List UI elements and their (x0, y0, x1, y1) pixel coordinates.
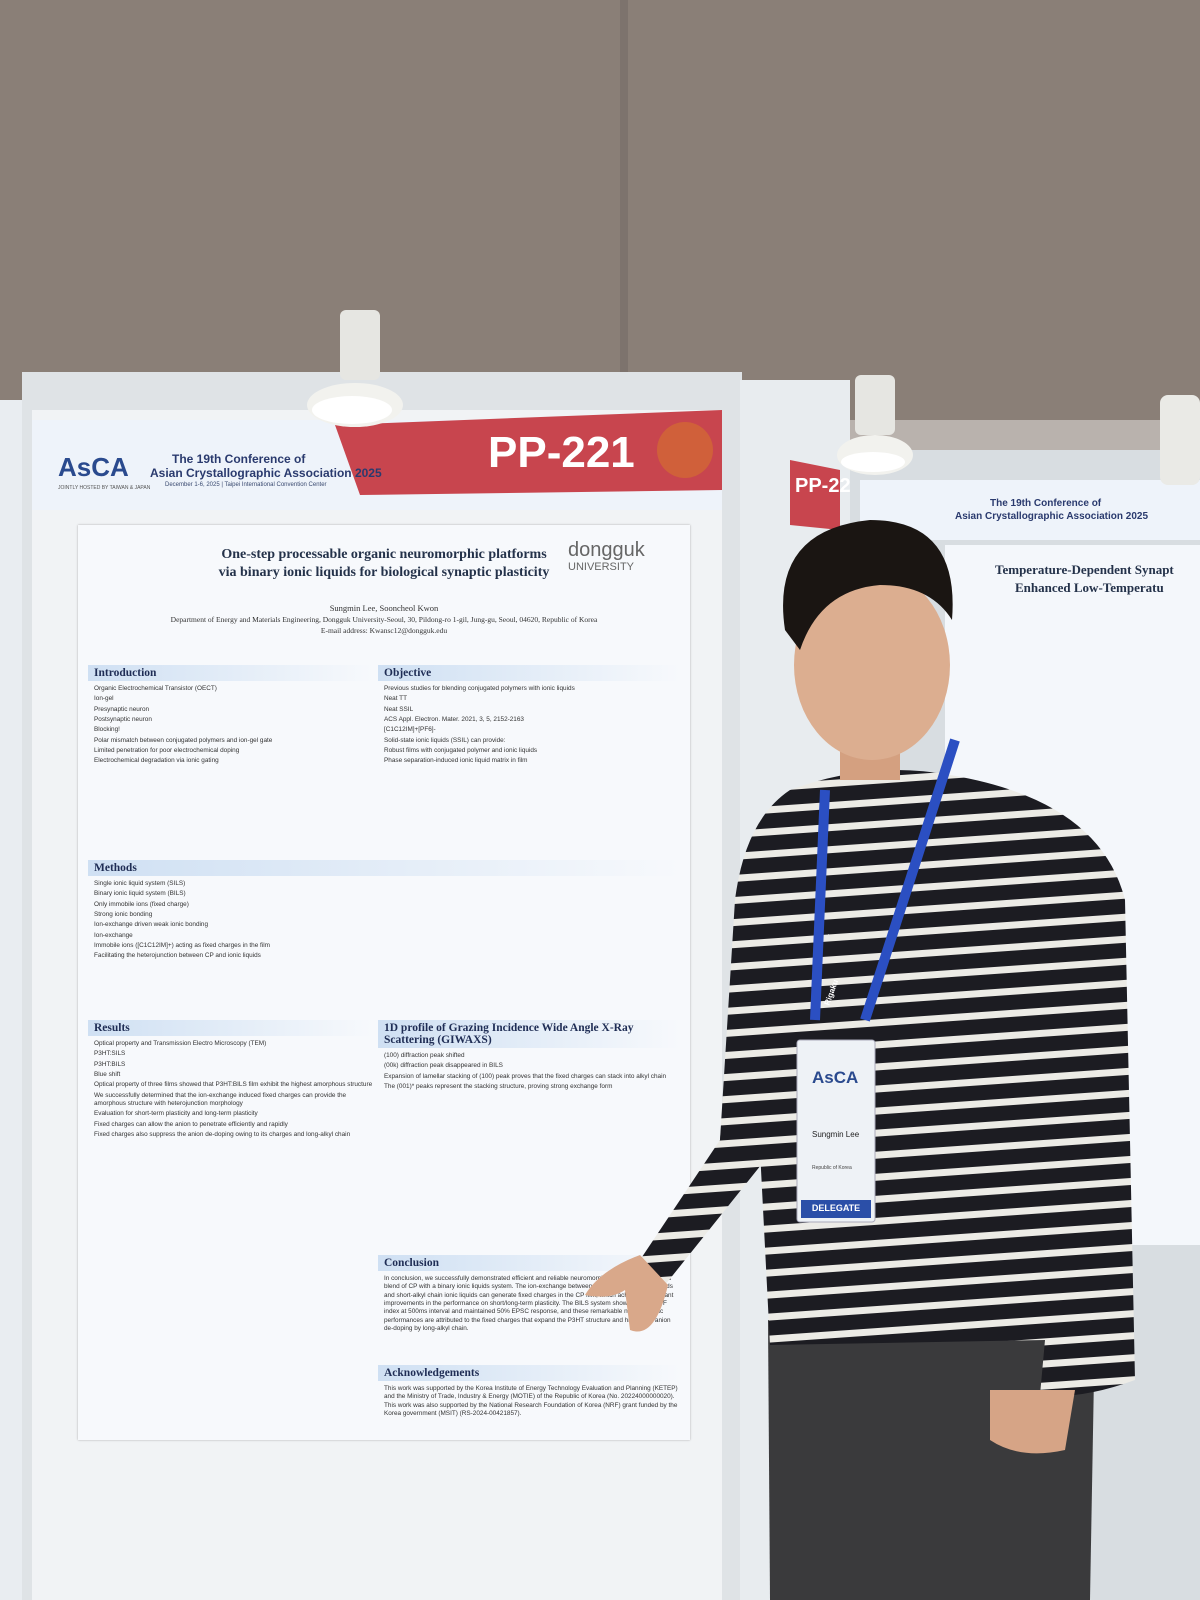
poster-section: Introduction Organic Electrochemical Tran… (88, 665, 373, 850)
section-text: [C1C12IM]+[PF6]- (384, 726, 436, 734)
face (794, 570, 950, 760)
section-heading: Methods (88, 860, 680, 876)
section-text: Ion-gel (94, 695, 114, 703)
section-text: Immobile ions ([C1C12IM]+) acting as fix… (94, 941, 270, 949)
section-text: Limited penetration for poor electrochem… (94, 746, 240, 754)
section-text: Presynaptic neuron (94, 705, 150, 713)
badge-logo: AsCA (812, 1068, 859, 1087)
section-heading: Acknowledgements (378, 1365, 680, 1381)
section-text: Fixed charges can allow the anion to pen… (94, 1120, 288, 1128)
sleeve (640, 980, 765, 1285)
lamp (1160, 395, 1200, 485)
section-text: Phase separation-induced ionic liquid ma… (384, 757, 528, 765)
section-text: Polar mismatch between conjugated polyme… (94, 736, 273, 744)
neighbor-title: Temperature-Dependent Synapt (995, 562, 1174, 577)
section-text: Ion-exchange driven weak ionic bonding (94, 921, 209, 929)
authors: Sungmin Lee, Sooncheol Kwon (329, 603, 439, 613)
lamp (855, 375, 895, 435)
section-text: Strong ionic bonding (94, 910, 153, 918)
affiliation: Department of Energy and Materials Engin… (170, 615, 598, 624)
poster-section: Results Optical property and Transmission… (88, 1020, 373, 1430)
section-text: Expansion of lamellar stacking of (100) … (384, 1072, 667, 1080)
conference-dates: December 1-6, 2025 | Taipei Internationa… (165, 482, 327, 488)
lamp (340, 310, 380, 380)
section-heading: Results (88, 1020, 373, 1036)
section-text: Facilitating the heterojunction between … (94, 952, 261, 960)
section-text: Organic Electrochemical Transistor (OECT… (94, 685, 217, 692)
section-text: Blue shift (94, 1070, 121, 1078)
section-text: Blocking! (94, 726, 120, 734)
neighbor-conference: The 19th Conference of (990, 498, 1102, 509)
email: E-mail address: Kwansc12@dongguk.edu (320, 626, 448, 635)
mascot (657, 422, 713, 478)
section-text: We successfully determined that the ion-… (94, 1091, 347, 1107)
section-text: ACS Appl. Electron. Mater. 2021, 3, 5, 2… (384, 715, 524, 723)
lanyard (810, 738, 960, 1022)
wall-seam (620, 0, 628, 400)
section-text: In conclusion, we successfully demonstra… (384, 1275, 674, 1332)
neighbor-title: Enhanced Low-Temperatu (1015, 580, 1164, 595)
lamp-light (312, 396, 392, 424)
badge-name: Sungmin Lee (812, 1130, 860, 1139)
neighbor-conference: Asian Crystallographic Association 2025 (955, 511, 1149, 522)
poster-section: Methods Single ionic liquid system (SILS)… (88, 860, 680, 1010)
section-text: Fixed charges also suppress the anion de… (94, 1130, 351, 1138)
section-text: Binary ionic liquid system (BILS) (94, 890, 186, 898)
badge-band (801, 1200, 871, 1218)
section-heading: 1D profile of Grazing Incidence Wide Ang… (378, 1020, 680, 1048)
section-text: Robust films with conjugated polymer and… (384, 746, 538, 754)
conference-line: The 19th Conference of (172, 452, 306, 466)
poster-title: via binary ionic liquids for biological … (218, 565, 550, 580)
section-text: Previous studies for blending conjugated… (384, 685, 575, 692)
logo-note: JOINTLY HOSTED BY TAIWAN & JAPAN (58, 485, 151, 491)
hand (585, 1255, 668, 1332)
section-text: Only immobile ions (fixed charge) (94, 900, 189, 908)
poster-section: Acknowledgements This work was supported … (378, 1365, 680, 1435)
section-text: Evaluation for short-term plasticity and… (94, 1110, 258, 1118)
section-text: Neat TT (384, 695, 407, 703)
section-text: Optical property and Transmission Electr… (94, 1040, 267, 1047)
side-banner (790, 460, 840, 530)
poster: One-step processable organic neuromorphi… (78, 525, 690, 1440)
section-text: Single ionic liquid system (SILS) (94, 880, 186, 887)
university-logo: dongguk (568, 539, 645, 561)
section-heading: Objective (378, 665, 680, 681)
poster-section: Objective Previous studies for blending c… (378, 665, 680, 850)
section-text: Electrochemical degradation via ionic ga… (94, 757, 219, 765)
section-text: The (001)* peaks represent the stacking … (384, 1082, 613, 1090)
section-text: Optical property of three films showed t… (94, 1081, 373, 1089)
neighbor-id: PP-22 (795, 475, 851, 497)
section-text: P3HT:BILS (94, 1060, 126, 1068)
poster-title: One-step processable organic neuromorphi… (221, 547, 547, 562)
section-text: Solid-state ionic liquids (SSIL) can pro… (384, 736, 506, 744)
lamp-light (841, 452, 905, 472)
badge-country: Republic of Korea (812, 1165, 852, 1171)
hand (990, 1390, 1075, 1454)
conference-logo: AsCA (58, 452, 129, 482)
hair (783, 520, 953, 650)
poster-id: PP-221 (488, 428, 635, 477)
badge (796, 1039, 876, 1223)
id-banner (335, 410, 722, 495)
poster-section: 1D profile of Grazing Incidence Wide Ang… (378, 1020, 680, 1250)
section-text: (100) diffraction peak shifted (384, 1052, 465, 1059)
conference-line: Asian Crystallographic Association 2025 (150, 466, 382, 480)
section-text: (00k) diffraction peak disappeared in BI… (384, 1062, 503, 1070)
section-text: Postsynaptic neuron (94, 715, 152, 723)
poster-section: Conclusion In conclusion, we successfully… (378, 1255, 680, 1360)
section-text: Ion-exchange (94, 931, 133, 939)
section-text: Neat SSIL (384, 705, 414, 713)
section-heading: Introduction (88, 665, 373, 681)
university-sub: UNIVERSITY (568, 561, 635, 573)
wall-upper (0, 0, 1200, 420)
section-text: This work was supported by the Korea Ins… (384, 1385, 678, 1417)
shirt (720, 770, 1135, 1396)
section-text: P3HT:SILS (94, 1050, 126, 1058)
badge-role: DELEGATE (811, 1203, 861, 1213)
section-heading: Conclusion (378, 1255, 680, 1271)
